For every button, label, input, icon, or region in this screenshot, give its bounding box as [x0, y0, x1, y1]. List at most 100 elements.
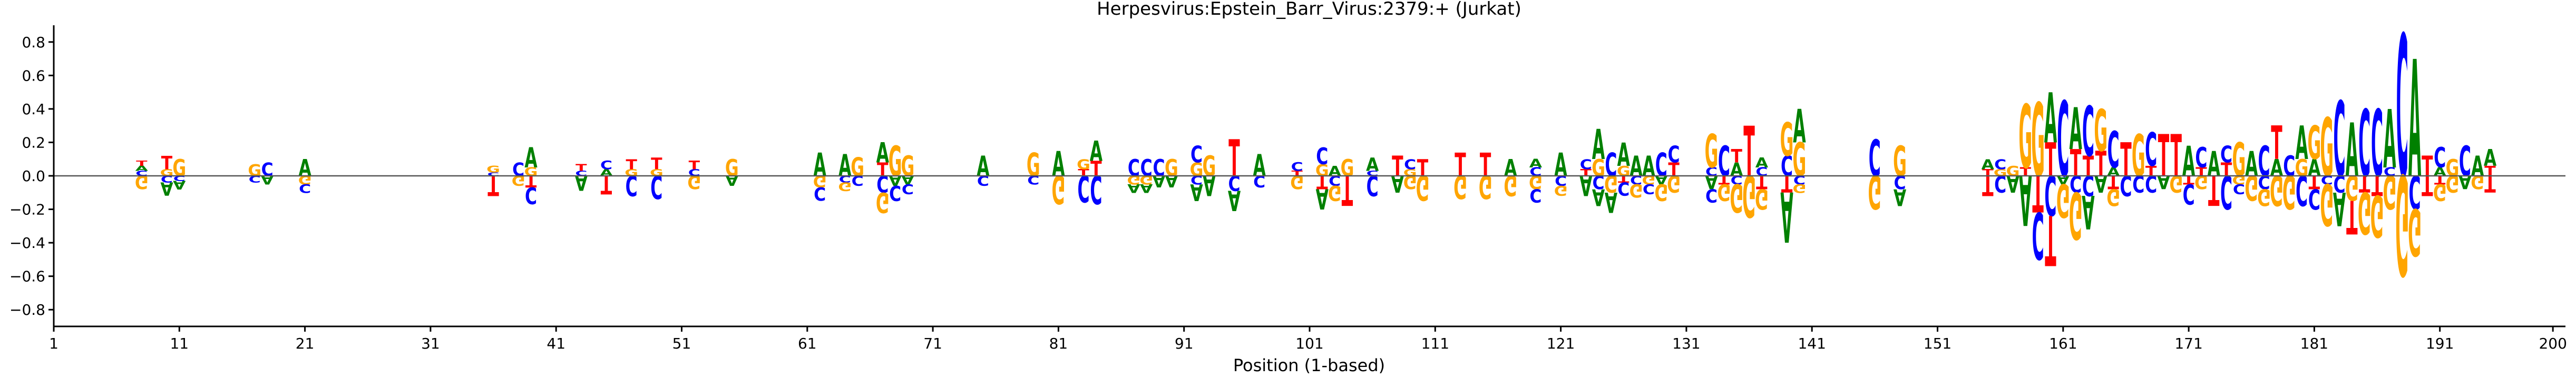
logo-letter-G: G: [901, 151, 915, 183]
logo-letter-T: T: [1781, 171, 1793, 197]
logo-letter-G: G: [2245, 167, 2258, 207]
logo-letter-A: A: [1228, 184, 1241, 216]
logo-letter-A: A: [1579, 169, 1593, 201]
logo-letter-A: A: [135, 165, 149, 173]
logo-letter-G: G: [1755, 182, 1769, 214]
logo-letter-T: T: [2107, 172, 2119, 193]
logo-letter-C: C: [2120, 169, 2132, 201]
logo-letter-G: G: [1893, 138, 1907, 186]
logo-letter-A: A: [524, 143, 538, 175]
logo-letter-C: C: [1643, 181, 1655, 197]
logo-letter-C: C: [487, 172, 500, 177]
logo-letter-G: G: [813, 172, 827, 190]
logo-letter-A: A: [2471, 151, 2484, 183]
logo-letter-C: C: [1705, 185, 1718, 206]
logo-letter-C: C: [1404, 156, 1416, 173]
logo-letter-C: C: [1329, 173, 1341, 189]
logo-letter-C: C: [2145, 124, 2157, 177]
logo-letter-T: T: [2359, 171, 2370, 197]
logo-letter-A: A: [1642, 151, 1655, 183]
logo-letter-T: T: [2045, 134, 2056, 187]
logo-letter-G: G: [876, 185, 890, 217]
logo-letter-T: T: [1417, 155, 1429, 181]
y-tick-label: −0.8: [9, 301, 45, 319]
logo-letter-A: A: [2208, 144, 2221, 184]
logo-letter-G: G: [1667, 171, 1681, 197]
logo-letter-A: A: [1127, 181, 1140, 194]
logo-letter-G: G: [1453, 168, 1467, 205]
logo-letter-T: T: [2032, 164, 2044, 223]
logo-letter-T: T: [136, 160, 148, 167]
logo-letter-T: T: [161, 152, 173, 174]
logo-letter-G: G: [2433, 179, 2447, 205]
logo-letter-A: A: [2019, 159, 2032, 238]
logo-letter-C: C: [1605, 147, 1617, 184]
logo-letter-A: A: [2458, 172, 2472, 193]
logo-letter-G: G: [851, 152, 864, 182]
logo-letter-A: A: [2270, 155, 2284, 181]
logo-letter-C: C: [1291, 161, 1303, 174]
y-tick-label: 0.8: [22, 34, 45, 51]
logo-letter-G: G: [2194, 172, 2208, 193]
y-tick-label: 0.6: [22, 67, 45, 84]
logo-letter-G: G: [1504, 169, 1517, 201]
logo-letter-T: T: [1090, 157, 1102, 181]
logo-letter-G: G: [135, 172, 149, 193]
logo-letter-C: C: [261, 158, 274, 180]
logo-letter-A: A: [1090, 136, 1103, 168]
x-tick-label: 11: [170, 335, 189, 352]
logo-letter-G: G: [1529, 172, 1543, 193]
logo-letter-A: A: [1605, 185, 1618, 217]
logo-letter-A: A: [2308, 155, 2321, 181]
logo-letter-C: C: [2032, 197, 2044, 272]
logo-letter-A: A: [2408, 28, 2421, 214]
logo-letter-C: C: [876, 171, 889, 197]
logo-letter-A: A: [2057, 173, 2070, 186]
logo-letter-T: T: [2372, 169, 2383, 201]
logo-letter-T: T: [689, 159, 700, 172]
logo-letter-A: A: [1629, 151, 1643, 183]
logo-letter-T: T: [2221, 158, 2232, 180]
logo-letter-A: A: [977, 151, 990, 183]
logo-letter-C: C: [1253, 172, 1265, 190]
logo-letter-A: A: [1982, 156, 1995, 173]
logo-letter-G: G: [2094, 98, 2107, 164]
logo-letter-A: A: [876, 137, 890, 170]
logo-letter-G: G: [1654, 179, 1668, 205]
logo-letter-G: G: [1780, 114, 1794, 167]
logo-letter-G: G: [2018, 87, 2032, 188]
logo-letter-G: G: [1416, 167, 1430, 207]
logo-letter-A: A: [2434, 166, 2446, 179]
logo-letter-C: C: [2396, 0, 2408, 222]
logo-letter-A: A: [261, 173, 274, 186]
logo-letter-T: T: [2070, 142, 2082, 185]
logo-letter-G: G: [2446, 155, 2460, 181]
logo-letter-G: G: [524, 166, 538, 179]
logo-letter-A: A: [2044, 79, 2057, 159]
logo-letter-C: C: [2070, 171, 2082, 197]
logo-letter-C: C: [600, 159, 612, 172]
logo-letter-C: C: [1228, 171, 1240, 194]
logo-letter-T: T: [2484, 163, 2496, 180]
logo-letter-T: T: [1982, 169, 1994, 201]
logo-letter-G: G: [2169, 171, 2183, 197]
logo-letter-G: G: [1051, 166, 1065, 212]
logo-letter-G: G: [2232, 134, 2246, 187]
logo-letter-T: T: [2145, 163, 2157, 180]
logo-letter-T: T: [651, 155, 662, 173]
logo-letter-A: A: [901, 173, 914, 186]
logo-letter-A: A: [838, 148, 852, 183]
logo-letter-C: C: [1869, 129, 1881, 188]
logo-letter-G: G: [1604, 171, 1618, 197]
x-tick-label: 31: [421, 335, 440, 352]
logo-letter-G: G: [2320, 171, 2334, 237]
logo-letter-A: A: [160, 178, 173, 200]
logo-letter-G: G: [1868, 165, 1881, 218]
logo-letter-G: G: [2232, 173, 2246, 186]
logo-letter-T: T: [2422, 169, 2433, 201]
logo-letter-C: C: [2233, 181, 2245, 197]
logo-letter-G: G: [298, 173, 312, 186]
logo-letter-A: A: [1504, 155, 1517, 181]
logo-letter-C: C: [1580, 156, 1592, 173]
